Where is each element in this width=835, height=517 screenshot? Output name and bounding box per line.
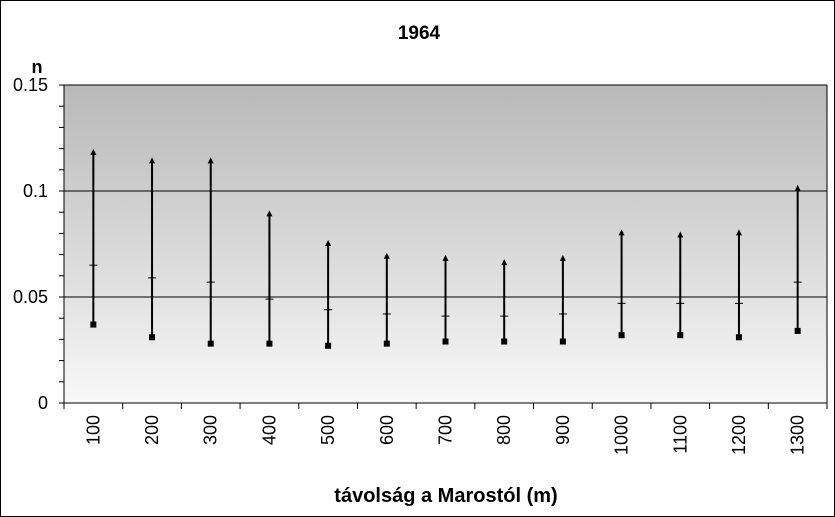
high-point (266, 210, 273, 217)
y-axis-label: n (32, 57, 43, 77)
high-point (559, 254, 566, 261)
y-tick-label: 0 (38, 393, 48, 413)
x-tick-label: 300 (201, 415, 221, 445)
x-axis-label: távolság a Marostól (m) (334, 485, 557, 507)
low-point (794, 327, 801, 334)
x-tick-label: 1000 (612, 415, 632, 455)
x-tick-label: 500 (318, 415, 338, 445)
low-point (266, 340, 273, 347)
x-tick-label: 800 (494, 415, 514, 445)
high-point (794, 184, 801, 191)
high-point (383, 252, 390, 259)
low-point (383, 340, 390, 347)
x-tick-label: 200 (142, 415, 162, 445)
x-tick-label: 1200 (729, 415, 749, 455)
high-point (207, 157, 214, 164)
low-point (207, 340, 214, 347)
y-tick-label: 0.05 (13, 287, 48, 307)
high-point (618, 229, 625, 236)
low-point (149, 334, 156, 341)
x-tick-label: 600 (377, 415, 397, 445)
high-point (90, 148, 97, 155)
x-tick-label: 1100 (670, 415, 690, 454)
low-point (559, 338, 566, 345)
y-tick-label: 0.1 (23, 181, 48, 201)
low-point (501, 338, 508, 345)
x-tick-label: 100 (83, 415, 103, 445)
y-tick-label: 0.15 (13, 75, 48, 95)
low-point (677, 332, 684, 339)
low-point (442, 338, 449, 345)
low-point (735, 334, 742, 341)
high-point (501, 259, 508, 266)
high-point (325, 240, 332, 246)
high-point (149, 157, 156, 164)
low-point (618, 332, 625, 339)
high-point (677, 231, 684, 238)
x-tick-label: 700 (436, 415, 456, 445)
low-point (90, 321, 97, 328)
high-point (735, 229, 742, 236)
x-tick-label: 900 (553, 415, 573, 445)
chart-title: 1964 (398, 23, 441, 44)
plot-area (64, 85, 827, 403)
low-point (325, 342, 332, 349)
x-tick-label: 400 (259, 415, 279, 445)
high-point (442, 254, 449, 261)
x-tick-label: 1300 (788, 415, 808, 455)
